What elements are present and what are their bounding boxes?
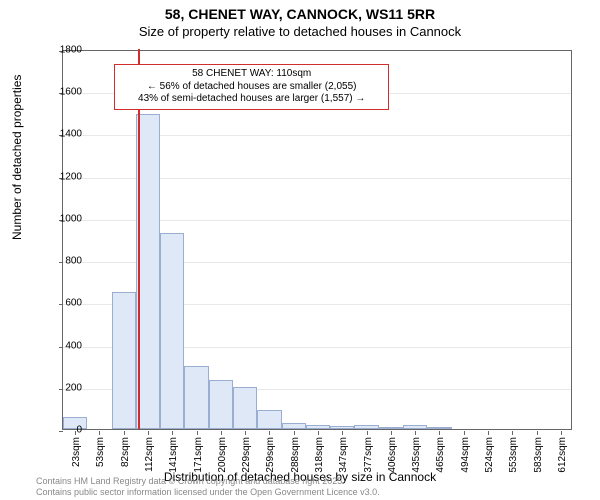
x-tick-mark bbox=[464, 431, 465, 435]
x-tick-label: 229sqm bbox=[241, 437, 252, 473]
footer-attribution: Contains HM Land Registry data © Crown c… bbox=[36, 476, 380, 498]
x-tick-mark bbox=[512, 431, 513, 435]
title-line1: 58, CHENET WAY, CANNOCK, WS11 5RR bbox=[0, 6, 600, 24]
y-tick-label: 1000 bbox=[42, 213, 82, 224]
x-tick-label: 583sqm bbox=[533, 437, 544, 473]
histogram-bar bbox=[427, 427, 451, 429]
y-tick-label: 1400 bbox=[42, 129, 82, 140]
x-tick-mark bbox=[439, 431, 440, 435]
title-line2: Size of property relative to detached ho… bbox=[0, 24, 600, 40]
x-tick-mark bbox=[294, 431, 295, 435]
x-tick-mark bbox=[342, 431, 343, 435]
x-tick-label: 524sqm bbox=[484, 437, 495, 473]
y-tick-label: 400 bbox=[42, 340, 82, 351]
x-tick-label: 112sqm bbox=[144, 437, 155, 472]
x-tick-mark bbox=[197, 431, 198, 435]
annotation-line2: ← 56% of detached houses are smaller (2,… bbox=[121, 81, 382, 94]
footer-line1: Contains HM Land Registry data © Crown c… bbox=[36, 476, 380, 487]
annotation-line3: 43% of semi-detached houses are larger (… bbox=[121, 93, 382, 106]
x-tick-mark bbox=[172, 431, 173, 435]
y-tick-label: 800 bbox=[42, 256, 82, 267]
footer-line2: Contains public sector information licen… bbox=[36, 487, 380, 498]
y-tick-label: 0 bbox=[42, 425, 82, 436]
x-tick-label: 53sqm bbox=[95, 437, 106, 467]
histogram-bar bbox=[306, 425, 330, 429]
x-tick-label: 318sqm bbox=[314, 437, 325, 473]
histogram-bar bbox=[112, 292, 136, 429]
histogram-bar bbox=[330, 426, 354, 429]
chart-title-block: 58, CHENET WAY, CANNOCK, WS11 5RR Size o… bbox=[0, 0, 600, 40]
plot-area: 58 CHENET WAY: 110sqm← 56% of detached h… bbox=[62, 50, 572, 430]
x-tick-mark bbox=[99, 431, 100, 435]
x-tick-label: 141sqm bbox=[168, 437, 179, 473]
x-tick-label: 494sqm bbox=[460, 437, 471, 473]
histogram-bar bbox=[354, 425, 378, 429]
x-tick-label: 435sqm bbox=[411, 437, 422, 473]
x-tick-label: 259sqm bbox=[265, 437, 276, 473]
histogram-bar bbox=[233, 387, 257, 429]
x-tick-label: 200sqm bbox=[217, 437, 228, 473]
histogram-bar bbox=[403, 425, 427, 429]
x-tick-label: 377sqm bbox=[363, 437, 374, 473]
x-tick-mark bbox=[269, 431, 270, 435]
y-tick-label: 1200 bbox=[42, 171, 82, 182]
x-tick-label: 612sqm bbox=[557, 437, 568, 473]
x-tick-label: 347sqm bbox=[338, 437, 349, 473]
y-tick-label: 1600 bbox=[42, 87, 82, 98]
x-tick-mark bbox=[124, 431, 125, 435]
x-tick-mark bbox=[367, 431, 368, 435]
x-tick-mark bbox=[245, 431, 246, 435]
x-tick-mark bbox=[318, 431, 319, 435]
x-tick-mark bbox=[148, 431, 149, 435]
x-tick-mark bbox=[415, 431, 416, 435]
y-tick-label: 1800 bbox=[42, 45, 82, 56]
histogram-bar bbox=[379, 427, 403, 429]
x-tick-label: 406sqm bbox=[387, 437, 398, 473]
annotation-box: 58 CHENET WAY: 110sqm← 56% of detached h… bbox=[114, 64, 389, 110]
x-tick-mark bbox=[391, 431, 392, 435]
x-tick-label: 553sqm bbox=[508, 437, 519, 473]
y-axis-title: Number of detached properties bbox=[10, 75, 24, 240]
x-tick-label: 23sqm bbox=[71, 437, 82, 467]
histogram-bar bbox=[209, 380, 233, 429]
x-tick-mark bbox=[537, 431, 538, 435]
x-tick-label: 288sqm bbox=[290, 437, 301, 473]
y-tick-label: 600 bbox=[42, 298, 82, 309]
histogram-bar bbox=[257, 410, 281, 429]
annotation-line1: 58 CHENET WAY: 110sqm bbox=[121, 68, 382, 81]
histogram-bar bbox=[184, 366, 208, 429]
x-tick-mark bbox=[488, 431, 489, 435]
chart-area: 58 CHENET WAY: 110sqm← 56% of detached h… bbox=[62, 50, 572, 430]
x-tick-mark bbox=[561, 431, 562, 435]
x-tick-label: 171sqm bbox=[193, 437, 204, 473]
x-tick-mark bbox=[221, 431, 222, 435]
histogram-bar bbox=[160, 233, 184, 429]
y-tick-label: 200 bbox=[42, 382, 82, 393]
x-tick-label: 82sqm bbox=[120, 437, 131, 467]
x-tick-label: 465sqm bbox=[435, 437, 446, 473]
histogram-bar bbox=[282, 423, 306, 429]
